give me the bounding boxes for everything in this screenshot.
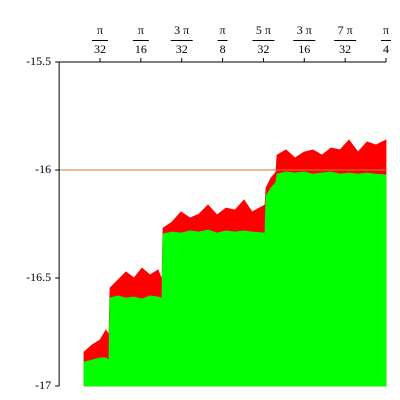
denominator: 4: [383, 42, 389, 56]
x-tick-label: 3 π 16: [297, 23, 312, 56]
area: [83, 171, 387, 387]
denominator: 32: [176, 42, 188, 56]
numerator: π: [383, 23, 389, 37]
numerator: π: [220, 23, 226, 37]
denominator: 16: [298, 42, 310, 56]
numerator: 5 π: [256, 23, 271, 37]
y-tick-label: -16: [35, 162, 51, 176]
numerator: 3 π: [297, 23, 312, 37]
y-tick-label: -17: [35, 378, 51, 392]
numerator: 7 π: [338, 23, 353, 37]
numerator: π: [97, 23, 103, 37]
denominator: 32: [94, 42, 106, 56]
x-tick-label: π 16: [135, 23, 147, 56]
x-tick-label: 5 π 32: [256, 23, 271, 56]
denominator: 8: [220, 42, 226, 56]
y-tick-label: -15.5: [26, 54, 51, 68]
y-tick-label: -16.5: [26, 270, 51, 284]
x-tick-label: 3 π 32: [174, 23, 189, 56]
numerator: π: [138, 23, 144, 37]
denominator: 32: [257, 42, 269, 56]
numerator: 3 π: [174, 23, 189, 37]
x-tick-label: 7 π 32: [338, 23, 353, 56]
denominator: 16: [135, 42, 147, 56]
denominator: 32: [339, 42, 351, 56]
x-tick-label: π 32: [94, 23, 106, 56]
